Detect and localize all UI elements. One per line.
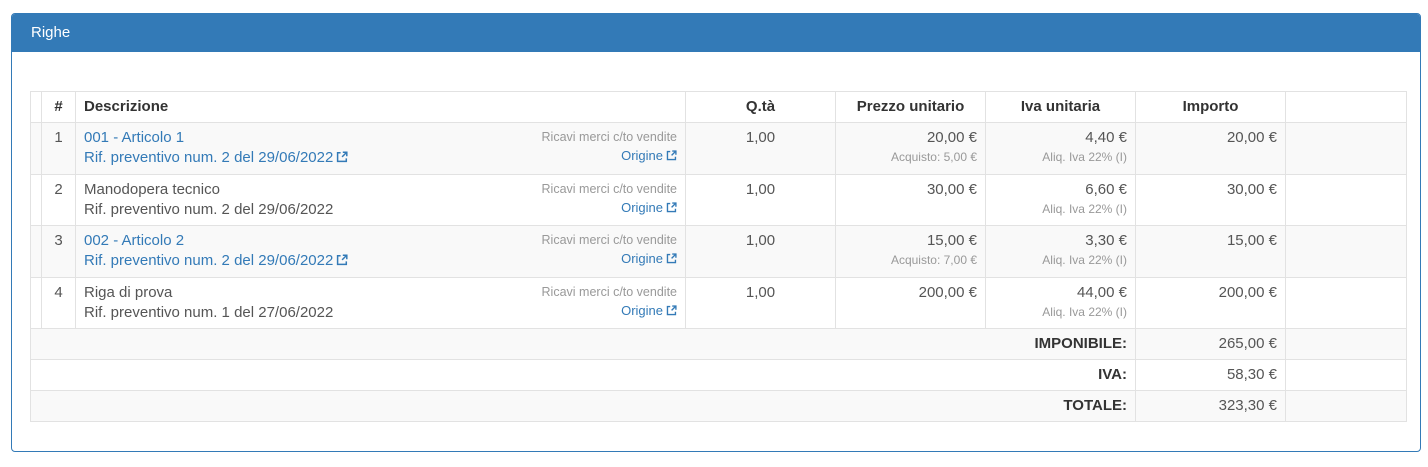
unit-price-value: 15,00 € — [926, 232, 977, 249]
total-label: IMPONIBILE: — [30, 328, 1136, 360]
article-link[interactable]: 002 - Articolo 2 — [84, 232, 185, 249]
origin-link[interactable]: Origine — [621, 200, 677, 215]
account-label: Ricavi merci c/to vendite — [541, 182, 677, 196]
external-link-icon — [666, 303, 677, 321]
amount-value: 15,00 € — [1135, 225, 1286, 278]
total-row-imponibile: IMPONIBILE: 265,00 € — [30, 328, 1407, 360]
origin-link[interactable]: Origine — [621, 148, 677, 163]
actions-cell — [1285, 390, 1407, 422]
origin-link[interactable]: Origine — [621, 303, 677, 318]
qty-value: 1,00 — [685, 122, 836, 175]
external-link-icon — [666, 251, 677, 269]
actions-cell — [1285, 359, 1407, 391]
unit-vat-value: 6,60 € — [1085, 181, 1127, 198]
reference-link[interactable]: Rif. preventivo num. 2 del 29/06/2022 — [84, 252, 348, 269]
external-link-icon — [336, 149, 348, 169]
drag-handle-cell[interactable] — [30, 174, 42, 226]
panel-body: # Descrizione Q.tà Prezzo unitario Iva u… — [12, 52, 1420, 455]
panel-title: Righe — [31, 24, 71, 41]
row-number: 1 — [41, 122, 76, 175]
header-actions-column — [1285, 91, 1407, 123]
header-drag-handle-column — [30, 91, 42, 123]
actions-cell — [1285, 277, 1407, 329]
unit-vat-value: 4,40 € — [1085, 129, 1127, 146]
amount-value: 200,00 € — [1135, 277, 1286, 329]
row-number: 3 — [41, 225, 76, 278]
total-row-totale: TOTALE: 323,30 € — [30, 390, 1407, 422]
total-value: 323,30 € — [1135, 390, 1286, 422]
unit-vat-value: 3,30 € — [1085, 232, 1127, 249]
drag-handle-cell[interactable] — [30, 225, 42, 278]
total-label: TOTALE: — [30, 390, 1136, 422]
external-link-icon — [666, 200, 677, 218]
header-unit-price: Prezzo unitario — [835, 91, 986, 123]
qty-value: 1,00 — [685, 225, 836, 278]
origin-link[interactable]: Origine — [621, 251, 677, 266]
drag-handle-cell[interactable] — [30, 122, 42, 175]
unit-price-value: 30,00 € — [926, 181, 977, 198]
vat-rate-label: Aliq. Iva 22% (I) — [1042, 305, 1127, 319]
unit-vat-value: 44,00 € — [1076, 284, 1127, 301]
header-description: Descrizione — [75, 91, 686, 123]
table-row: 1 001 - Articolo 1 Rif. preventivo num. … — [30, 122, 1407, 175]
rows-panel: Righe # Descrizione Q.tà Prezzo unitario… — [11, 13, 1421, 452]
table-header-row: # Descrizione Q.tà Prezzo unitario Iva u… — [30, 91, 1407, 123]
purchase-price-label: Acquisto: 7,00 € — [890, 253, 977, 267]
qty-value: 1,00 — [685, 174, 836, 226]
purchase-price-label: Acquisto: 5,00 € — [890, 150, 977, 164]
row-number: 4 — [41, 277, 76, 329]
total-row-iva: IVA: 58,30 € — [30, 359, 1407, 391]
row-number: 2 — [41, 174, 76, 226]
account-label: Ricavi merci c/to vendite — [541, 285, 677, 299]
row-title: Riga di prova — [84, 284, 173, 301]
header-num: # — [41, 91, 76, 123]
external-link-icon — [336, 252, 348, 272]
row-title: Manodopera tecnico — [84, 181, 220, 198]
article-link[interactable]: 001 - Articolo 1 — [84, 129, 185, 146]
account-label: Ricavi merci c/to vendite — [541, 130, 677, 144]
drag-handle-cell[interactable] — [30, 277, 42, 329]
total-label: IVA: — [30, 359, 1136, 391]
qty-value: 1,00 — [685, 277, 836, 329]
reference-text: Rif. preventivo num. 1 del 27/06/2022 — [84, 304, 334, 321]
vat-rate-label: Aliq. Iva 22% (I) — [1042, 150, 1127, 164]
total-value: 58,30 € — [1135, 359, 1286, 391]
reference-link[interactable]: Rif. preventivo num. 2 del 29/06/2022 — [84, 149, 348, 166]
reference-text: Rif. preventivo num. 2 del 29/06/2022 — [84, 201, 334, 218]
vat-rate-label: Aliq. Iva 22% (I) — [1042, 253, 1127, 267]
total-value: 265,00 € — [1135, 328, 1286, 360]
vat-rate-label: Aliq. Iva 22% (I) — [1042, 202, 1127, 216]
header-qty: Q.tà — [685, 91, 836, 123]
external-link-icon — [666, 148, 677, 166]
header-amount: Importo — [1135, 91, 1286, 123]
table-row: 4 Riga di prova Rif. preventivo num. 1 d… — [30, 277, 1407, 329]
amount-value: 20,00 € — [1135, 122, 1286, 175]
account-label: Ricavi merci c/to vendite — [541, 233, 677, 247]
unit-price-value: 200,00 € — [918, 284, 977, 301]
table-row: 3 002 - Articolo 2 Rif. preventivo num. … — [30, 225, 1407, 278]
table-row: 2 Manodopera tecnico Rif. preventivo num… — [30, 174, 1407, 226]
unit-price-value: 20,00 € — [926, 129, 977, 146]
amount-value: 30,00 € — [1135, 174, 1286, 226]
actions-cell — [1285, 328, 1407, 360]
actions-cell — [1285, 174, 1407, 226]
document-rows-table: # Descrizione Q.tà Prezzo unitario Iva u… — [30, 91, 1407, 422]
header-unit-vat: Iva unitaria — [985, 91, 1136, 123]
panel-heading: Righe — [12, 14, 1420, 52]
actions-cell — [1285, 225, 1407, 278]
actions-cell — [1285, 122, 1407, 175]
